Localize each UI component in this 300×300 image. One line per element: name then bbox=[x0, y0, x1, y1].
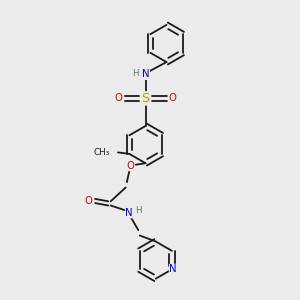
Text: CH₃: CH₃ bbox=[94, 148, 110, 157]
Text: O: O bbox=[85, 196, 92, 206]
Text: H: H bbox=[132, 69, 138, 78]
Text: O: O bbox=[126, 160, 134, 171]
Text: H: H bbox=[135, 206, 142, 215]
Text: N: N bbox=[169, 264, 177, 274]
Text: N: N bbox=[142, 69, 149, 80]
Text: N: N bbox=[125, 208, 133, 218]
Text: S: S bbox=[141, 92, 150, 105]
Text: O: O bbox=[115, 93, 122, 103]
Text: O: O bbox=[169, 93, 176, 103]
